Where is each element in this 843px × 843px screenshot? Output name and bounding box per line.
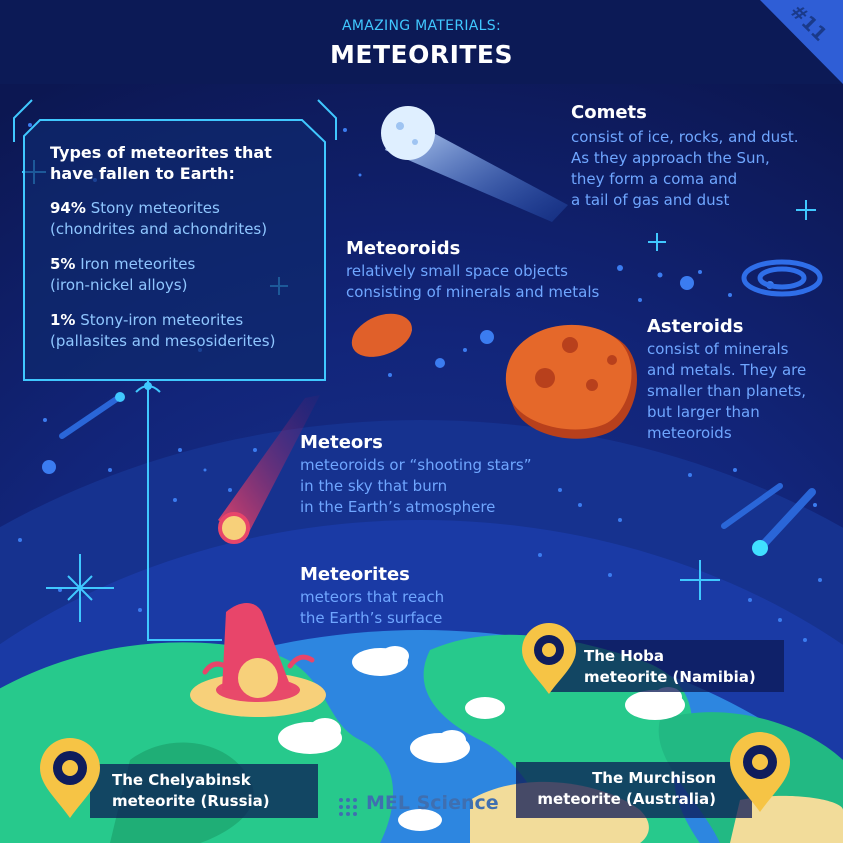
planet-dots xyxy=(42,276,774,474)
meteoroids-section: Meteoroids relatively small space object… xyxy=(346,238,599,303)
murchison-label-plate xyxy=(516,762,752,818)
comets-section: Comets consist of ice, rocks, and dust. A… xyxy=(571,102,799,211)
chelyabinsk-label-plate xyxy=(90,764,318,818)
type-item: 5% Iron meteorites (iron-nickel alloys) xyxy=(50,254,310,296)
type-item: 94% Stony meteorites (chondrites and ach… xyxy=(50,198,310,240)
asteroids-description: consist of minerals and metals. They are s… xyxy=(647,340,807,442)
type-name: Stony meteorites xyxy=(90,199,220,217)
clouds xyxy=(278,646,685,831)
brand-logo: MEL Science xyxy=(366,792,499,814)
comets-description: consist of ice, rocks, and dust. As they … xyxy=(571,128,799,209)
chelyabinsk-label: The Chelyabinsk meteorite (Russia) xyxy=(112,771,270,810)
header-band xyxy=(0,0,843,84)
type-detail: (pallasites and mesosiderites) xyxy=(50,332,276,350)
types-box-frame xyxy=(13,99,337,641)
type-detail: (iron-nickel alloys) xyxy=(50,276,188,294)
small-meteors xyxy=(59,392,816,556)
asteroids-title: Asteroids xyxy=(647,316,744,337)
meteors-description: meteoroids or “shooting stars” in the sky… xyxy=(300,456,532,516)
types-box-title: Types of meteorites that have fallen to … xyxy=(50,143,272,183)
meteorites-title: Meteorites xyxy=(300,564,410,585)
mel-logo-icon xyxy=(339,798,357,816)
type-name: Iron meteorites xyxy=(80,255,196,273)
corner-badge-shape xyxy=(760,0,843,84)
page-title: METEORITES xyxy=(329,40,514,69)
meteors-section: Meteors meteoroids or “shooting stars” in… xyxy=(300,432,531,518)
asteroids-section: Asteroids consist of minerals and metals.… xyxy=(647,316,806,444)
hoba-label-plate xyxy=(548,640,784,692)
location-pin-icon xyxy=(40,738,100,818)
types-box: Types of meteorites that have fallen to … xyxy=(50,142,310,352)
type-detail: (chondrites and achondrites) xyxy=(50,220,268,238)
type-percent: 94% xyxy=(50,199,86,217)
header-kicker: AMAZING MATERIALS: xyxy=(342,18,501,34)
meteoroid-rock xyxy=(351,313,412,357)
impact-meteor-head xyxy=(238,658,278,698)
comets-title: Comets xyxy=(571,102,647,123)
hoba-label: The Hoba meteorite (Namibia) xyxy=(584,647,756,686)
meteoroids-title: Meteoroids xyxy=(346,238,461,259)
asteroid xyxy=(505,324,637,439)
comet xyxy=(381,106,568,222)
location-pin-icon xyxy=(522,623,576,694)
spiral-galaxy xyxy=(741,259,823,297)
meteorites-section: Meteorites meteors that reach the Earth’s… xyxy=(300,564,444,629)
murchison-label: The Murchison meteorite (Australia) xyxy=(537,769,716,808)
location-pin-icon xyxy=(730,732,790,812)
type-percent: 5% xyxy=(50,255,76,273)
type-percent: 1% xyxy=(50,311,76,329)
meteoroids-description: relatively small space objects consisting… xyxy=(346,262,600,301)
meteor xyxy=(218,395,320,544)
type-item: 1% Stony-iron meteorites (pallasites and… xyxy=(50,310,310,352)
type-name: Stony-iron meteorites xyxy=(80,311,244,329)
meteors-title: Meteors xyxy=(300,432,383,453)
meteorites-description: meteors that reach the Earth’s surface xyxy=(300,588,445,627)
